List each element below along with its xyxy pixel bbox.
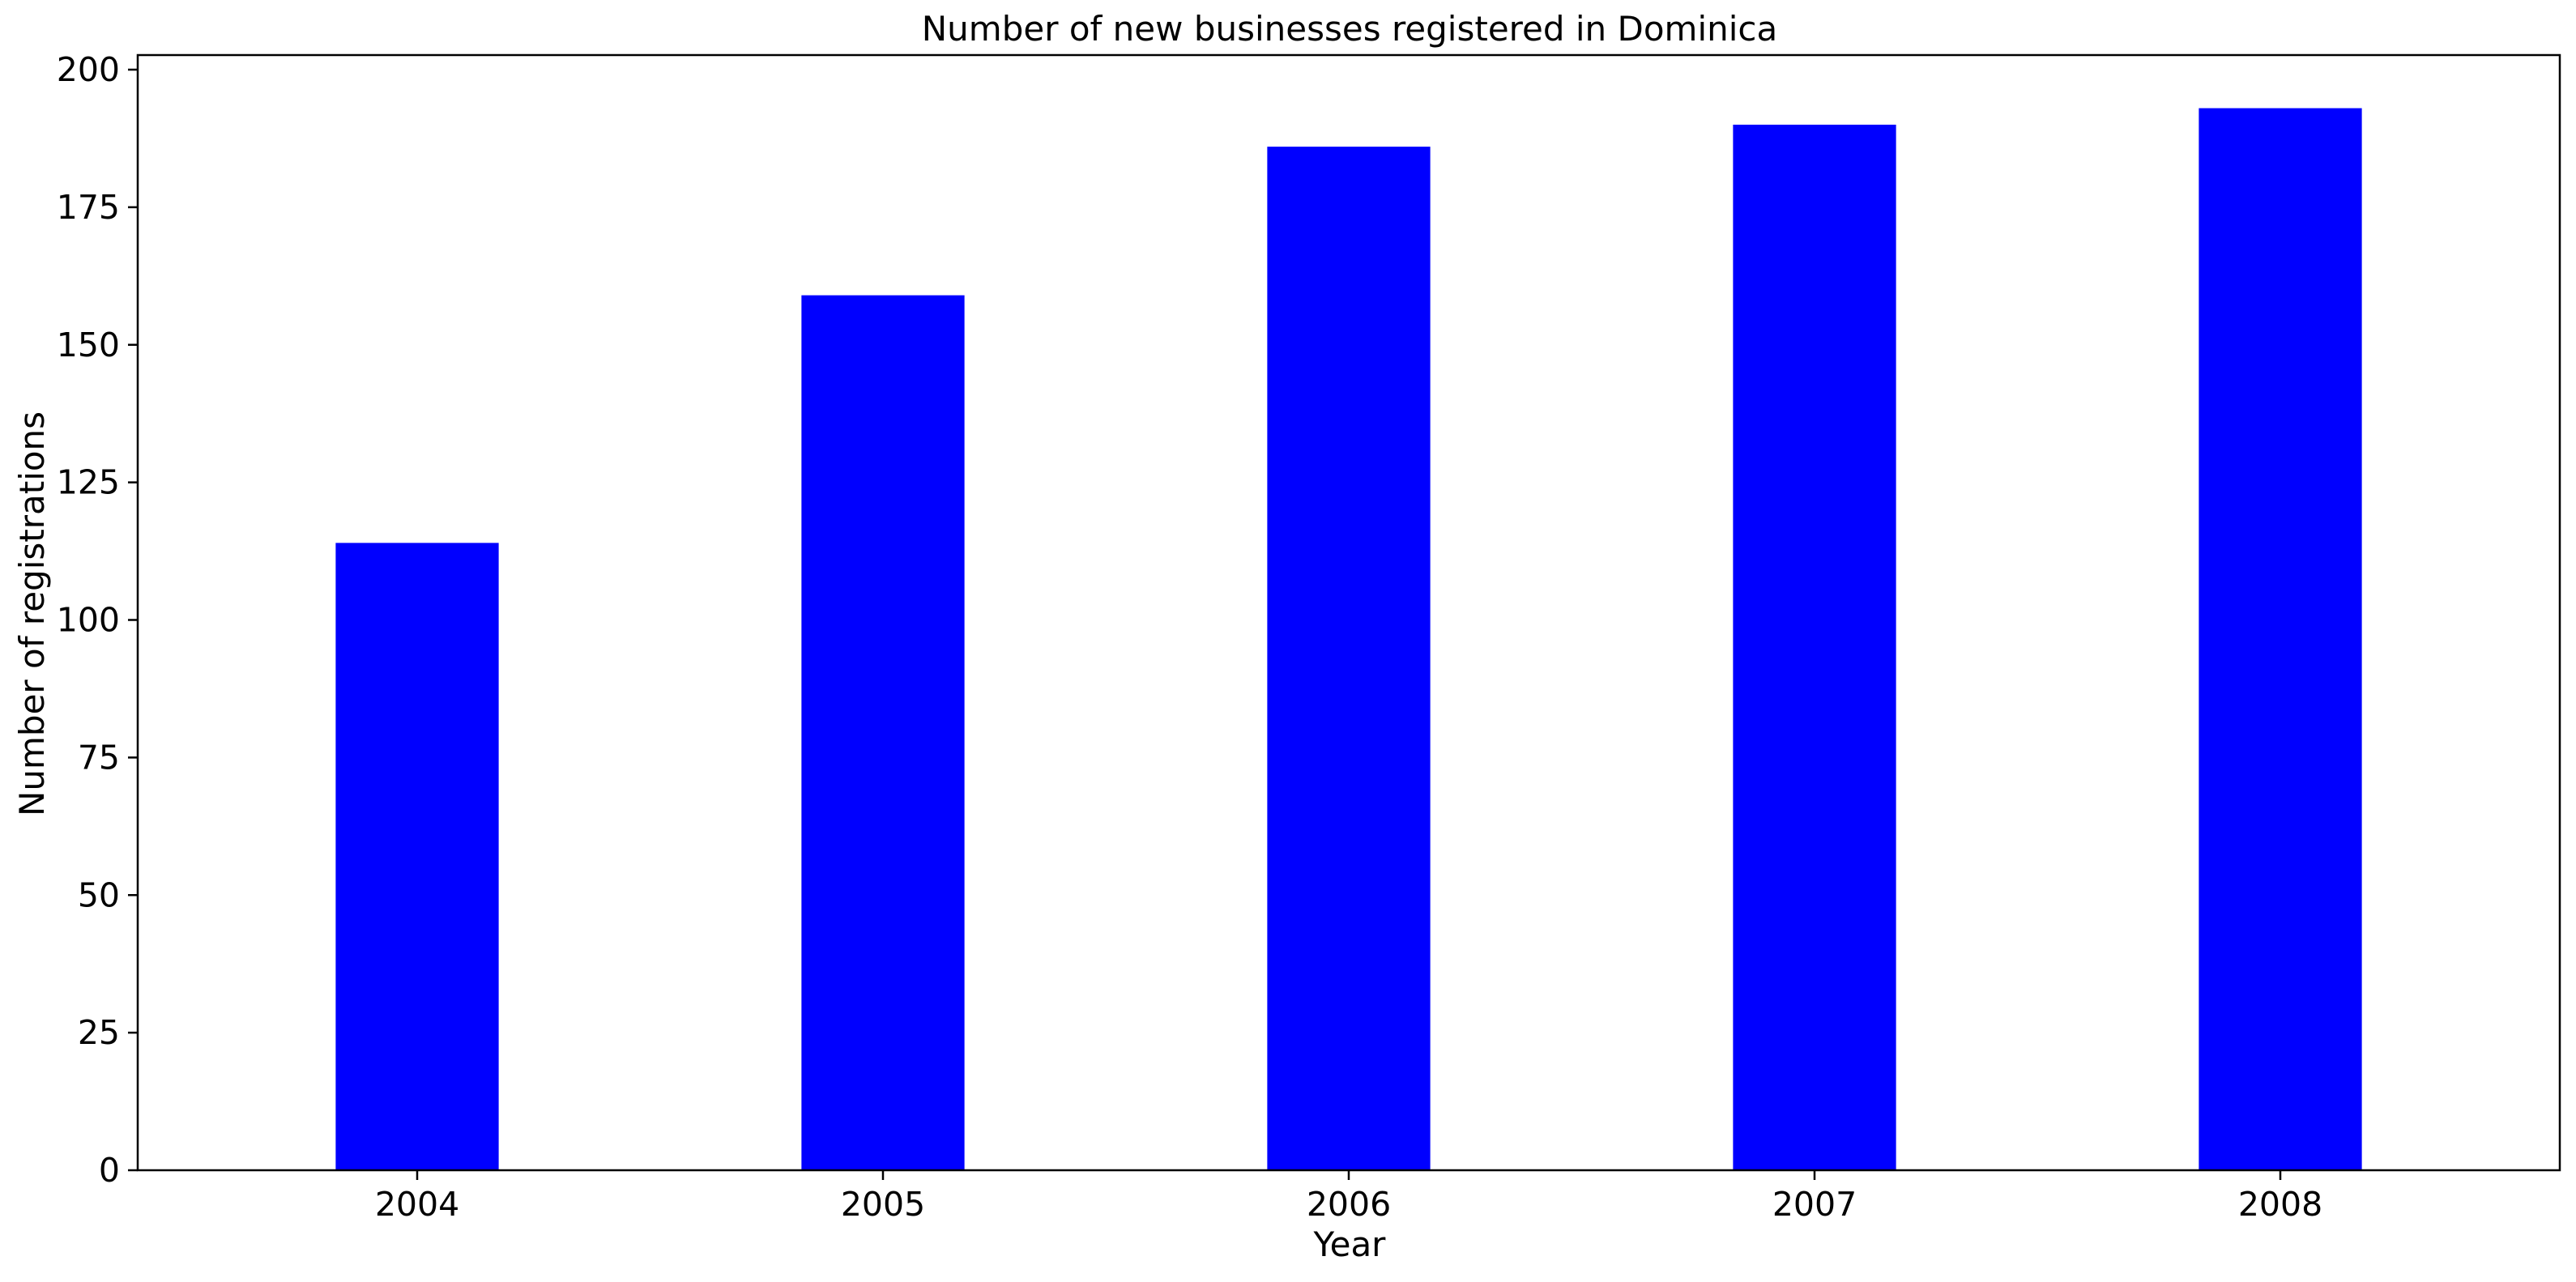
bar-2006 <box>1267 147 1431 1170</box>
y-tick-label-0: 0 <box>99 1151 120 1190</box>
y-tick-label-200: 200 <box>57 50 120 89</box>
y-tick-label-150: 150 <box>57 326 120 364</box>
y-tick-label-75: 75 <box>78 738 120 777</box>
chart-title: Number of new businesses registered in D… <box>922 9 1777 49</box>
x-tick-label-2004: 2004 <box>375 1185 459 1224</box>
y-tick-label-50: 50 <box>78 875 120 914</box>
y-tick-label-100: 100 <box>57 601 120 640</box>
plot-area: 0 25 50 75 100 125 150 175 200 2004 2005 2006 2007 20… <box>57 50 2561 1224</box>
x-tick-label-2005: 2005 <box>841 1185 925 1224</box>
y-tick-label-175: 175 <box>57 188 120 227</box>
y-axis-label: Number of registrations <box>12 411 52 816</box>
y-tick-label-125: 125 <box>57 463 120 502</box>
x-tick-label-2006: 2006 <box>1307 1185 1391 1224</box>
x-tick-label-2007: 2007 <box>1772 1185 1857 1224</box>
x-axis-label: Year <box>1313 1225 1387 1264</box>
x-tick-label-2008: 2008 <box>2238 1185 2322 1224</box>
bar-2004 <box>335 543 499 1170</box>
bar-2007 <box>1733 124 1896 1171</box>
bar-2005 <box>801 295 965 1170</box>
bar-2008 <box>2199 108 2362 1171</box>
y-tick-label-25: 25 <box>78 1013 120 1052</box>
